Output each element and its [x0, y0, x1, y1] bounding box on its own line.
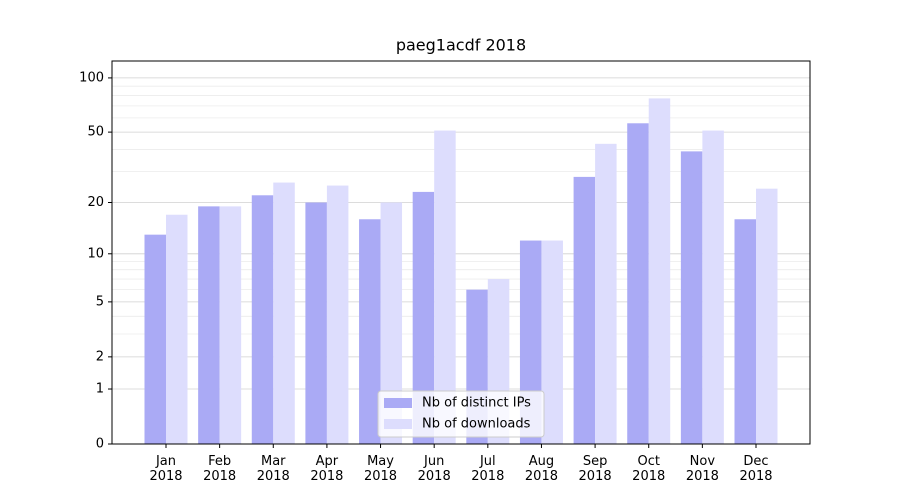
x-tick-label-line: 2018 — [739, 469, 772, 484]
bar — [326, 185, 349, 444]
x-tick-label-line: Jun — [423, 454, 444, 469]
x-tick-label-line: 2018 — [257, 469, 290, 484]
bar — [434, 130, 456, 444]
y-tick-label: 1 — [96, 382, 104, 397]
legend-swatch — [384, 419, 412, 429]
x-tick-label-line: Sep — [583, 454, 608, 469]
y-tick-label: 20 — [87, 195, 104, 210]
x-tick-label: Feb 2018 — [203, 454, 236, 484]
bar — [573, 176, 596, 444]
bar — [380, 202, 403, 444]
legend-swatch — [384, 398, 412, 408]
x-tick-label-line: Aug — [529, 454, 554, 469]
x-tick-label: Sep 2018 — [579, 454, 612, 484]
y-tick-label: 10 — [87, 246, 104, 261]
x-tick-label-line: 2018 — [525, 469, 558, 484]
bar — [273, 182, 295, 444]
x-tick-label-line: Jan — [155, 454, 176, 469]
x-tick-label-line: 2018 — [686, 469, 719, 484]
bar — [359, 219, 381, 444]
y-tick-label: 50 — [87, 125, 104, 140]
y-tick-label: 100 — [79, 70, 104, 85]
x-tick-label: Jan 2018 — [149, 454, 182, 484]
y-tick-label: 2 — [96, 349, 104, 364]
legend-label: Nb of distinct IPs — [422, 396, 531, 411]
bar — [412, 191, 435, 444]
x-tick-label-line: 2018 — [203, 469, 236, 484]
x-tick-label-line: 2018 — [579, 469, 612, 484]
legend-box — [377, 390, 545, 438]
x-tick-label: Jul 2018 — [471, 454, 504, 484]
x-tick-label: Aug 2018 — [525, 454, 558, 484]
x-tick-label: Oct 2018 — [632, 454, 665, 484]
x-tick-label-line: 2018 — [418, 469, 451, 484]
plot-frame — [111, 60, 811, 445]
y-tick-label: 5 — [96, 294, 104, 309]
x-tick-label-line: Dec — [743, 454, 768, 469]
x-tick-label-line: Jul — [479, 454, 496, 469]
y-tick-label: 0 — [96, 437, 104, 452]
bar — [166, 214, 188, 444]
x-tick-label: Dec 2018 — [739, 454, 772, 484]
x-tick-label-line: Nov — [690, 454, 716, 469]
x-tick-label-line: Feb — [208, 454, 231, 469]
bar — [680, 151, 703, 444]
legend-label: Nb of downloads — [422, 417, 531, 432]
x-tick-label-line: 2018 — [310, 469, 343, 484]
x-tick-label: Jun 2018 — [418, 454, 451, 484]
bar — [305, 202, 327, 444]
x-tick-label-line: 2018 — [364, 469, 397, 484]
x-tick-label: Mar 2018 — [257, 454, 290, 484]
bar — [595, 143, 617, 444]
bar — [219, 206, 242, 444]
bar — [756, 188, 778, 444]
x-tick-label-line: 2018 — [149, 469, 182, 484]
bar — [702, 130, 724, 444]
x-tick-label: Apr 2018 — [310, 454, 343, 484]
chart-title: paeg1acdf 2018 — [396, 36, 526, 55]
bar — [627, 123, 649, 444]
x-tick-label: Nov 2018 — [686, 454, 719, 484]
x-tick-label: May 2018 — [364, 454, 397, 484]
bar — [251, 195, 274, 444]
bar — [648, 98, 671, 444]
x-tick-label-line: Apr — [316, 454, 339, 469]
x-tick-label-line: Mar — [261, 454, 286, 469]
x-tick-label-line: 2018 — [632, 469, 665, 484]
x-tick-label-line: Oct — [637, 454, 659, 469]
x-tick-label-line: 2018 — [471, 469, 504, 484]
bar — [144, 234, 166, 444]
bar — [198, 206, 220, 444]
bar — [541, 240, 563, 444]
bar — [734, 219, 756, 444]
x-tick-label-line: May — [367, 454, 394, 469]
